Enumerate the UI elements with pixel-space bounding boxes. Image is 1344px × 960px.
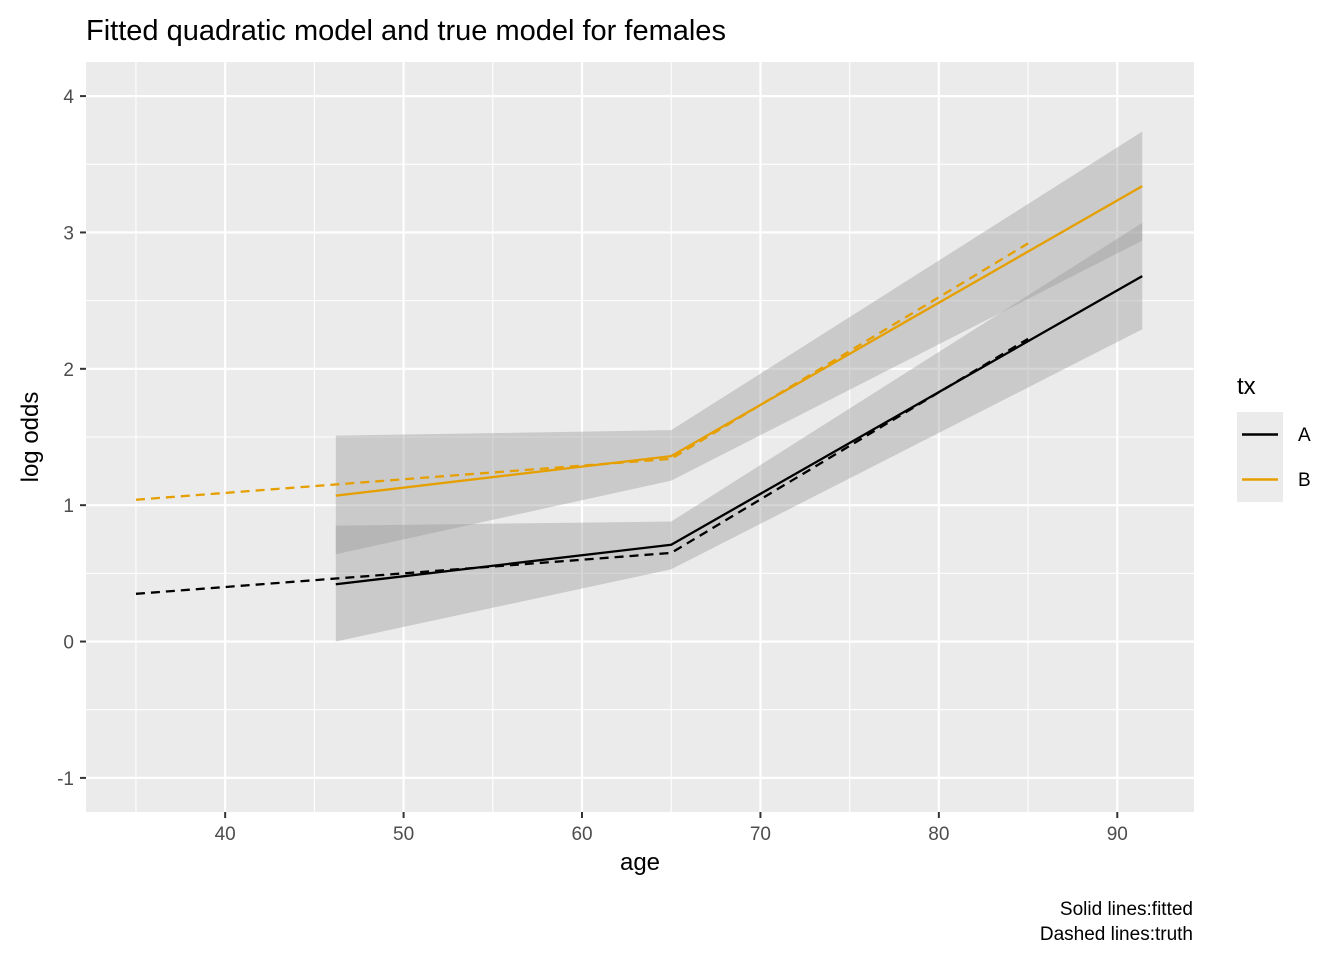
major-grid (86, 62, 1194, 812)
y-tick-label: 2 (63, 360, 74, 381)
legend-title: tx (1237, 373, 1256, 400)
minor-grid (86, 62, 1194, 812)
legend-label-a: A (1298, 425, 1311, 446)
y-tick-label: -1 (57, 769, 74, 790)
truth-line-a (135, 337, 1029, 595)
ci-ribbon-a (335, 222, 1143, 642)
truth-line-b (135, 242, 1029, 501)
ci-ribbon-b (335, 131, 1143, 555)
y-tick-label: 0 (63, 633, 74, 654)
y-axis: -1 0 1 2 3 4 (57, 87, 86, 790)
legend-label-b: B (1298, 470, 1311, 491)
y-tick-label: 4 (63, 87, 74, 108)
x-tick-label: 70 (750, 824, 771, 845)
x-axis: 40 50 60 70 80 90 (215, 812, 1128, 845)
confidence-ribbons (335, 131, 1143, 642)
chart-title: Fitted quadratic model and true model fo… (86, 15, 726, 47)
x-tick-label: 40 (215, 824, 236, 845)
x-tick-label: 80 (928, 824, 949, 845)
x-tick-label: 60 (571, 824, 592, 845)
y-axis-title: log odds (17, 392, 44, 483)
fitted-line-b (335, 185, 1143, 497)
x-tick-label: 50 (393, 824, 414, 845)
caption-fitted: Solid lines:fitted (1060, 899, 1193, 920)
x-tick-label: 90 (1107, 824, 1128, 845)
y-tick-label: 1 (63, 496, 74, 517)
y-tick-label: 3 (63, 223, 74, 244)
legend: tx A B (1237, 373, 1311, 502)
x-axis-title: age (620, 849, 660, 876)
caption-truth: Dashed lines:truth (1040, 924, 1193, 945)
series-lines (135, 185, 1143, 595)
